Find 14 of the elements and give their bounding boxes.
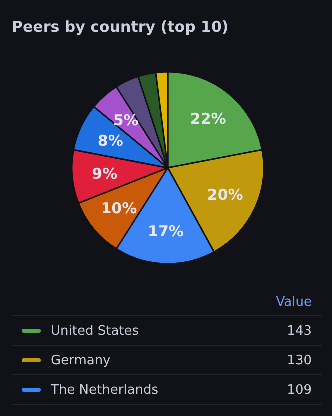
text: 109 (287, 383, 312, 398)
text: 143 (287, 324, 312, 339)
legend-label: Germany (51, 354, 112, 368)
data-label: 17% (148, 222, 184, 240)
data-label: 22% (190, 110, 226, 128)
legend-label: The Netherlands (50, 383, 159, 398)
data-label: 9% (92, 164, 118, 183)
text: 130 (287, 354, 312, 368)
legend-label: United States (51, 324, 140, 339)
data-label: 10% (101, 199, 138, 218)
data-label: 8% (98, 132, 124, 150)
data-label: 20% (207, 186, 244, 204)
legend-title: Value (276, 295, 312, 310)
chart-title: Peers by country (top 10) (12, 18, 229, 36)
